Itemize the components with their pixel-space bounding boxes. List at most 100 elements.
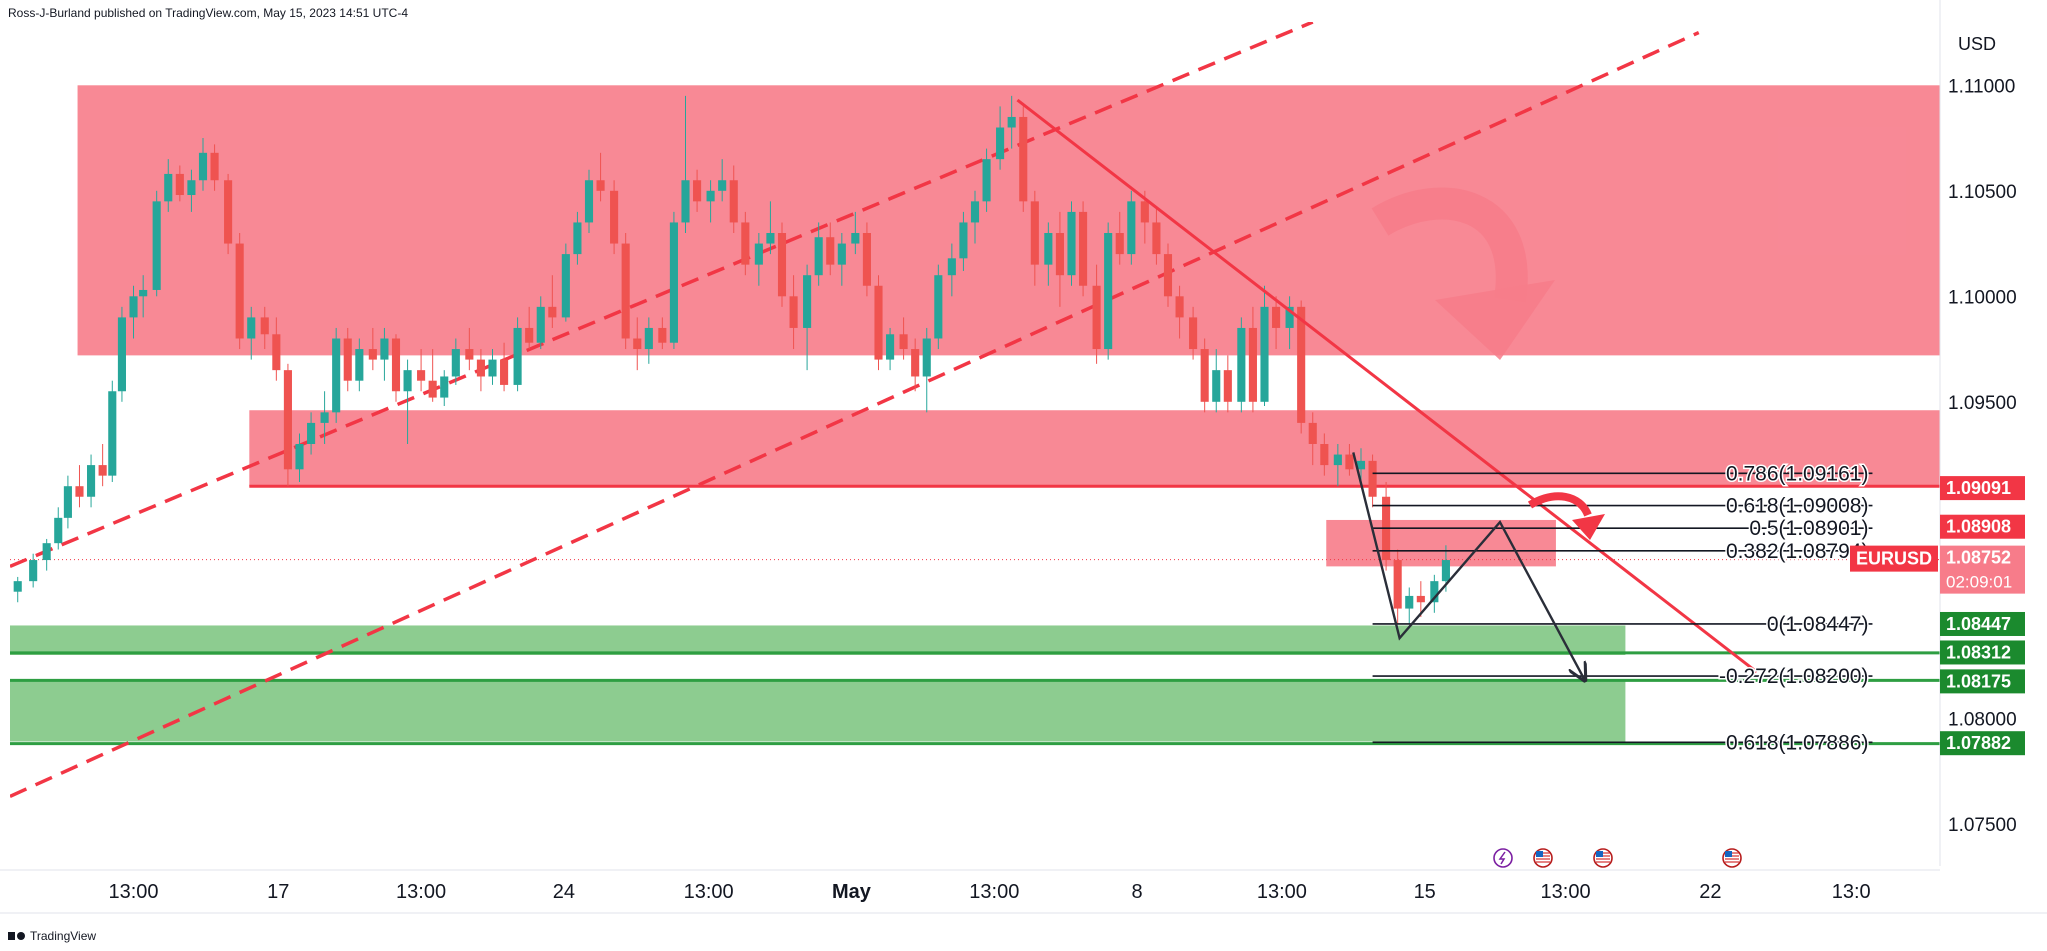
candle — [851, 211, 860, 255]
candle-body — [1260, 306, 1269, 402]
candle-body — [54, 517, 63, 544]
candle-body — [1044, 233, 1053, 265]
candle-body — [693, 180, 702, 202]
fib-level-label: 0.618(1.09008) — [1726, 495, 1868, 518]
candle — [922, 327, 931, 413]
fib-level-label: 0.618(1.07886) — [1726, 731, 1868, 754]
candle-body — [573, 222, 582, 255]
small-curved-arrow-head — [1572, 514, 1605, 540]
price-badge: 1.07882 — [1940, 731, 2025, 756]
small-curved-arrow-shaft — [1527, 492, 1592, 517]
candle-body — [29, 560, 38, 582]
candle — [693, 169, 702, 212]
candle — [187, 169, 196, 212]
candle-body — [851, 233, 860, 244]
candle-body — [1212, 370, 1221, 402]
time-tick-label: 22 — [1699, 881, 1721, 903]
candle — [417, 349, 426, 392]
event-icon-ring — [1493, 848, 1513, 868]
candle — [307, 412, 316, 455]
candle-body — [42, 543, 51, 561]
price-badge-bg — [1940, 611, 2025, 636]
flag-canton — [1596, 851, 1603, 857]
candle — [996, 106, 1005, 170]
candle-body — [1115, 233, 1124, 255]
candle-body — [210, 152, 219, 181]
time-tick-label: 13:0 — [1832, 881, 1871, 903]
candle — [789, 275, 798, 350]
candle — [210, 144, 219, 191]
price-tick-label: 1.07500 — [1948, 815, 2017, 836]
lightning-glyph — [1498, 851, 1506, 865]
candle — [1223, 355, 1232, 413]
candle-body — [886, 334, 895, 360]
time-tick-label: 8 — [1132, 881, 1143, 903]
candle — [803, 264, 812, 371]
price-badge: 1.08752 02:09:01 — [1940, 545, 2025, 594]
candle — [1007, 95, 1016, 149]
candle-body — [1297, 306, 1306, 423]
fib-level-label: 0(1.08447) — [1767, 613, 1869, 636]
candle — [959, 211, 968, 271]
candle — [42, 538, 51, 571]
candle-body — [1152, 222, 1161, 255]
candle — [247, 306, 256, 360]
candle — [54, 507, 63, 550]
candle — [911, 338, 920, 392]
candle-body — [1368, 460, 1377, 497]
candle — [862, 222, 871, 297]
candle-body — [1140, 201, 1149, 223]
candle-body — [706, 190, 715, 202]
candle-body — [476, 359, 485, 377]
candle-body — [368, 349, 377, 360]
candle — [1152, 207, 1161, 265]
candle — [500, 342, 509, 392]
candle-body — [766, 233, 775, 244]
price-badge-bg — [1940, 476, 2025, 501]
candle — [766, 201, 775, 255]
price-badge: 1.09091 — [1940, 476, 2025, 501]
candle-body — [621, 243, 630, 339]
time-tick-label: May — [832, 881, 872, 903]
candle-body — [307, 422, 316, 444]
candle — [1248, 306, 1257, 413]
candle — [874, 275, 883, 371]
candle — [451, 338, 460, 385]
candle — [117, 306, 126, 402]
candle-body — [295, 444, 304, 470]
candle-body — [235, 243, 244, 339]
candle-body — [403, 370, 412, 392]
candle — [947, 243, 956, 297]
candle-body — [247, 317, 256, 339]
candle-body — [500, 359, 509, 385]
candle — [1055, 211, 1064, 307]
candle-body — [129, 296, 138, 318]
candle-body — [837, 243, 846, 265]
candle — [669, 211, 678, 350]
time-tick-label: 24 — [553, 881, 575, 903]
candle — [1308, 412, 1317, 466]
candle — [164, 159, 173, 212]
candle — [1430, 574, 1439, 613]
candle — [1285, 296, 1294, 350]
candle — [1067, 201, 1076, 286]
candle — [1104, 222, 1113, 360]
candle — [621, 233, 630, 350]
candle — [741, 211, 750, 276]
candle-body — [260, 317, 269, 335]
time-tick-label: 13:00 — [108, 881, 158, 903]
candle — [1272, 296, 1281, 350]
price-badge-bg — [1940, 514, 2025, 539]
candle — [368, 327, 377, 371]
candle-body — [754, 243, 763, 265]
price-tick-label: 1.10500 — [1948, 182, 2017, 203]
price-badge-countdown: 02:09:01 — [1946, 573, 2012, 592]
time-tick-label: 17 — [267, 881, 289, 903]
candle — [1044, 222, 1053, 286]
candle — [343, 327, 352, 392]
candle-body — [488, 359, 497, 377]
candle-body — [874, 285, 883, 360]
candle — [465, 327, 474, 371]
candle — [754, 233, 763, 286]
candle — [129, 285, 138, 339]
